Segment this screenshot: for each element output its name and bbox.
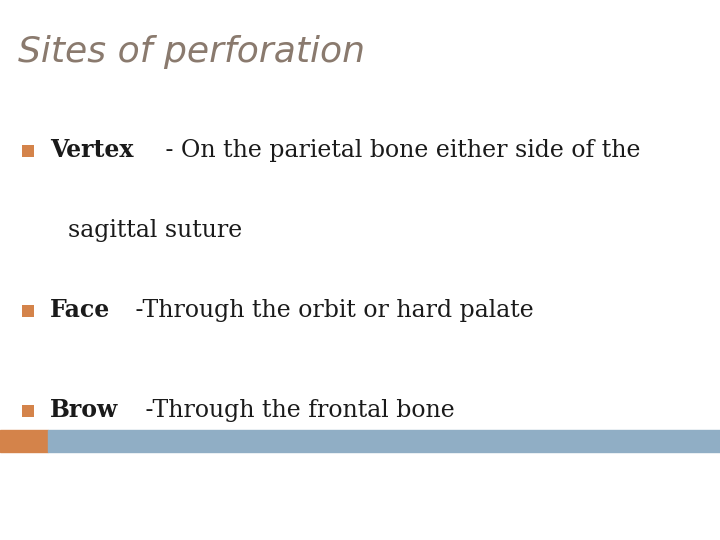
- Text: sagittal suture: sagittal suture: [68, 219, 242, 241]
- Text: Brow: Brow: [50, 398, 118, 422]
- Bar: [22, 305, 34, 317]
- Text: -Through the frontal bone: -Through the frontal bone: [138, 399, 455, 422]
- Text: Vertex: Vertex: [50, 138, 133, 162]
- Text: - On the parietal bone either side of the: - On the parietal bone either side of th…: [158, 138, 640, 161]
- Text: Face: Face: [50, 298, 110, 322]
- Text: Sites of perforation: Sites of perforation: [18, 35, 365, 69]
- Bar: [0, 430, 48, 452]
- Bar: [22, 405, 34, 417]
- Text: -Through the orbit or hard palate: -Through the orbit or hard palate: [127, 299, 534, 321]
- Bar: [48, 430, 720, 452]
- Bar: [22, 145, 34, 157]
